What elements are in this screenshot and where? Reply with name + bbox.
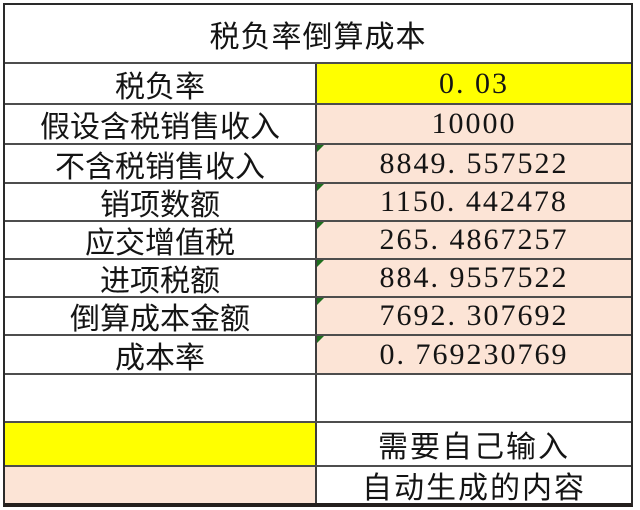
spacer-cell-right [315, 375, 631, 421]
legend-row-auto-generated: 自动生成的内容 [5, 465, 631, 503]
spacer-cell-left [5, 375, 315, 421]
tax-calculation-table: 税负率倒算成本 税负率 0. 03 假设含税销售收入 10000 不含税销售收入… [3, 3, 633, 507]
reverse-calculated-cost-cell: 7692. 307692 [315, 298, 631, 334]
row-label-vat-payable: 应交增值税 [85, 227, 235, 258]
legend-auto-generated-label: 自动生成的内容 [315, 467, 631, 503]
table-row-cost-rate: 成本率 0. 769230769 [5, 334, 631, 373]
input-tax-amount-cell: 884. 9557522 [315, 260, 631, 296]
vat-payable-cell: 265. 4867257 [315, 222, 631, 258]
spacer-row [5, 373, 631, 421]
table-row-tax-rate: 税负率 0. 03 [5, 62, 631, 103]
legend-auto-generated-swatch [5, 467, 315, 503]
legend-row-manual-input: 需要自己输入 [5, 421, 631, 465]
cost-rate-cell: 0. 769230769 [315, 336, 631, 373]
tax-rate-input-cell[interactable]: 0. 03 [315, 64, 631, 103]
table-title: 税负率倒算成本 [209, 20, 427, 54]
assumed-tax-inclusive-revenue-cell: 10000 [315, 105, 631, 143]
row-label-tax-exclusive-revenue: 不含税销售收入 [55, 150, 265, 183]
table-row-tax-exclusive-revenue: 不含税销售收入 8849. 557522 [5, 143, 631, 182]
output-amount-cell: 1150. 442478 [315, 184, 631, 220]
title-row: 税负率倒算成本 [5, 5, 631, 62]
row-label-input-tax-amount: 进项税额 [100, 265, 220, 296]
table-row-assumed-tax-inclusive-revenue: 假设含税销售收入 10000 [5, 103, 631, 143]
table-row-output-amount: 销项数额 1150. 442478 [5, 182, 631, 220]
row-label-output-amount: 销项数额 [100, 189, 220, 220]
legend-manual-input-swatch [5, 423, 315, 465]
tax-exclusive-revenue-cell: 8849. 557522 [315, 145, 631, 182]
table-row-vat-payable: 应交增值税 265. 4867257 [5, 220, 631, 258]
table-row-input-tax-amount: 进项税额 884. 9557522 [5, 258, 631, 296]
row-label-tax-rate: 税负率 [115, 70, 205, 104]
table-row-reverse-calculated-cost: 倒算成本金额 7692. 307692 [5, 296, 631, 334]
row-label-reverse-calculated-cost: 倒算成本金额 [70, 303, 250, 334]
row-label-assumed-tax-inclusive-revenue: 假设含税销售收入 [40, 111, 280, 143]
row-label-cost-rate: 成本率 [115, 341, 205, 374]
legend-manual-input-label: 需要自己输入 [315, 423, 631, 465]
